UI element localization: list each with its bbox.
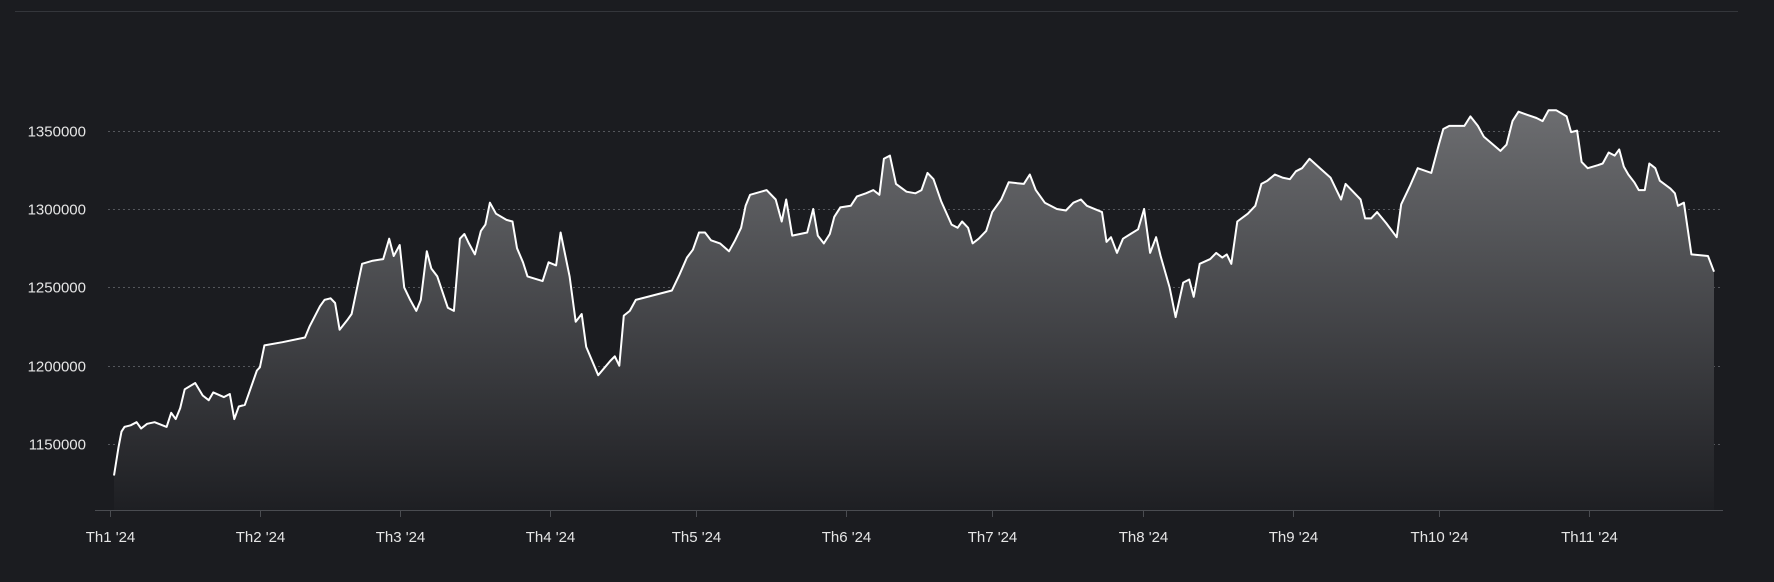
x-tick-label-8: Th9 '24 bbox=[1269, 529, 1319, 546]
x-tick-label-9: Th10 '24 bbox=[1411, 529, 1469, 546]
y-tick-label-2: 1250000 bbox=[28, 280, 86, 297]
y-tick-label-3: 1300000 bbox=[28, 202, 86, 219]
x-tick-label-6: Th7 '24 bbox=[968, 529, 1018, 546]
y-axis-labels: 1150000 1200000 1250000 1300000 1350000 bbox=[28, 124, 86, 454]
area-fill bbox=[114, 110, 1714, 510]
x-tick-label-2: Th3 '24 bbox=[376, 529, 426, 546]
x-tick-label-3: Th4 '24 bbox=[526, 529, 576, 546]
x-axis-labels: Th1 '24 Th2 '24 Th3 '24 Th4 '24 Th5 '24 Th6 '… bbox=[86, 529, 1618, 546]
x-axis-ticks bbox=[110, 510, 1590, 517]
x-tick-label-4: Th5 '24 bbox=[672, 529, 722, 546]
x-tick-label-1: Th2 '24 bbox=[236, 529, 286, 546]
x-tick-label-5: Th6 '24 bbox=[822, 529, 872, 546]
series-line bbox=[113, 109, 1715, 476]
x-tick-label-0: Th1 '24 bbox=[86, 529, 136, 546]
x-tick-label-10: Th11 '24 bbox=[1561, 529, 1618, 546]
y-tick-label-1: 1200000 bbox=[28, 359, 86, 376]
x-tick-label-7: Th8 '24 bbox=[1119, 529, 1169, 546]
y-tick-label-0: 1150000 bbox=[29, 437, 86, 454]
y-tick-label-4: 1350000 bbox=[28, 124, 86, 141]
